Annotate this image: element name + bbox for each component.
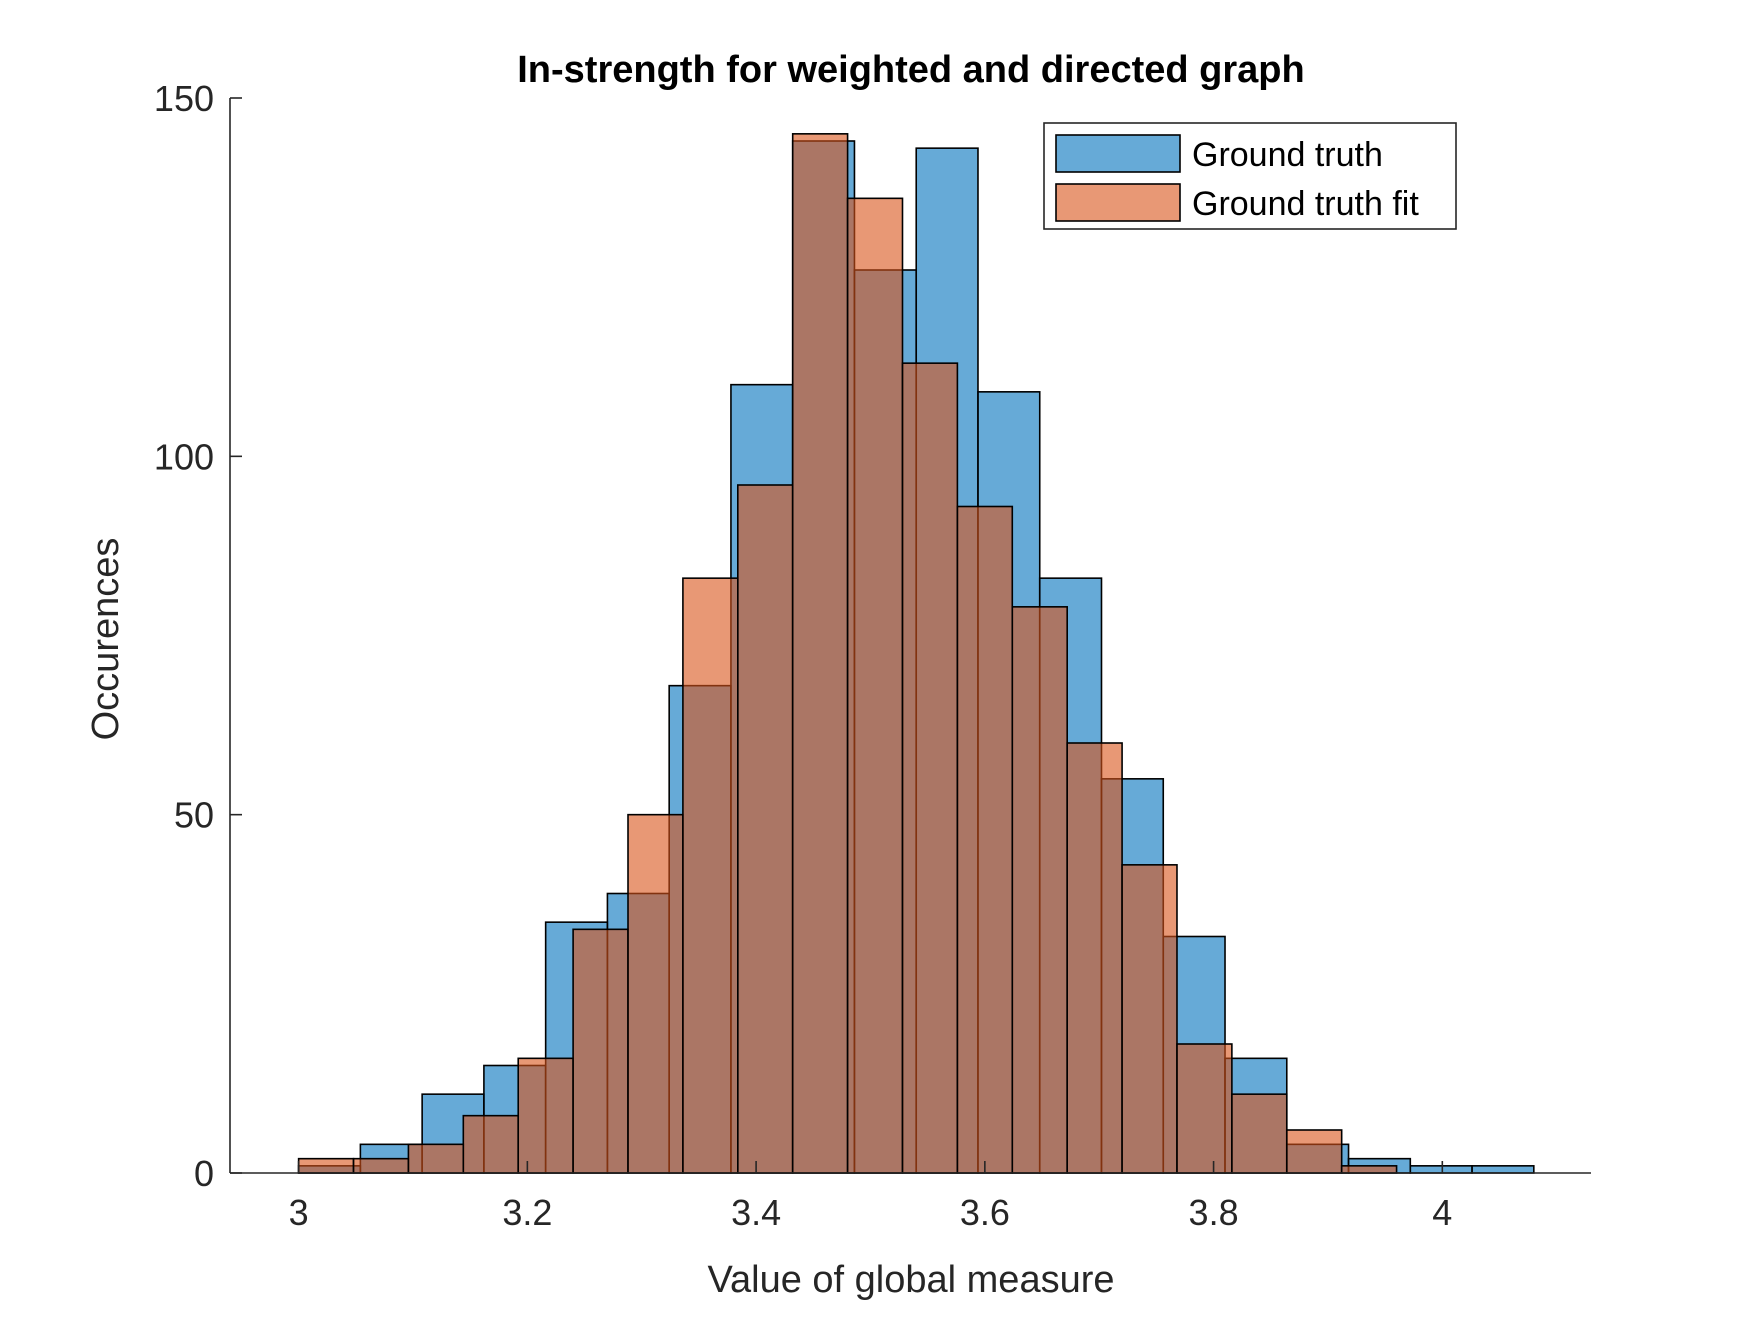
legend: Ground truth Ground truth fit — [1043, 122, 1457, 230]
histogram-bar — [1121, 864, 1178, 1174]
legend-label: Ground truth — [1192, 136, 1383, 174]
histogram-bar — [1409, 1165, 1473, 1174]
histogram-bar — [1066, 742, 1123, 1174]
x-axis-label: Value of global measure — [708, 1259, 1115, 1301]
histogram-bar — [517, 1057, 574, 1174]
histogram-bar — [1011, 606, 1068, 1174]
histogram-bar — [956, 505, 1014, 1174]
histogram-bar — [901, 362, 959, 1174]
x-tick-label: 3.6 — [960, 1192, 1010, 1233]
y-tick-label: 100 — [154, 436, 214, 477]
histogram-bar — [572, 928, 629, 1174]
x-tick-label: 3.2 — [502, 1192, 552, 1233]
histogram-bar — [1340, 1165, 1398, 1174]
legend-swatch — [1055, 134, 1181, 173]
bars-layer — [297, 133, 1535, 1174]
histogram-bar — [1231, 1093, 1288, 1174]
histogram-bar — [627, 813, 684, 1174]
legend-label: Ground truth fit — [1192, 185, 1419, 223]
legend-swatch — [1055, 183, 1181, 222]
histogram-bar — [791, 133, 849, 1174]
x-tick-label: 4 — [1432, 1192, 1452, 1233]
histogram-bar — [352, 1157, 410, 1174]
histogram-bar — [846, 197, 904, 1174]
histogram-bar — [682, 577, 739, 1174]
axes: 3 3.2 3.4 3.6 3.8 4 0 50 100 150 — [154, 78, 1591, 1233]
x-tick-label: 3.4 — [731, 1192, 781, 1233]
x-tick-label: 3.8 — [1189, 1192, 1239, 1233]
x-tick-label: 3 — [289, 1192, 309, 1233]
y-axis-label: Occurences — [85, 538, 127, 741]
y-tick-label: 150 — [154, 78, 214, 119]
histogram-bar — [737, 484, 794, 1174]
series-ground-truth-fit — [297, 133, 1398, 1174]
histogram-bar — [1471, 1165, 1535, 1174]
histogram-bar — [462, 1114, 520, 1174]
histogram-bar — [1285, 1129, 1343, 1174]
histogram-bar — [407, 1143, 465, 1174]
histogram-bar — [297, 1157, 355, 1174]
histogram-bar — [1176, 1043, 1233, 1174]
y-tick-label: 0 — [194, 1153, 214, 1194]
chart-title: In-strength for weighted and directed gr… — [517, 49, 1304, 91]
y-tick-label: 50 — [174, 795, 214, 836]
